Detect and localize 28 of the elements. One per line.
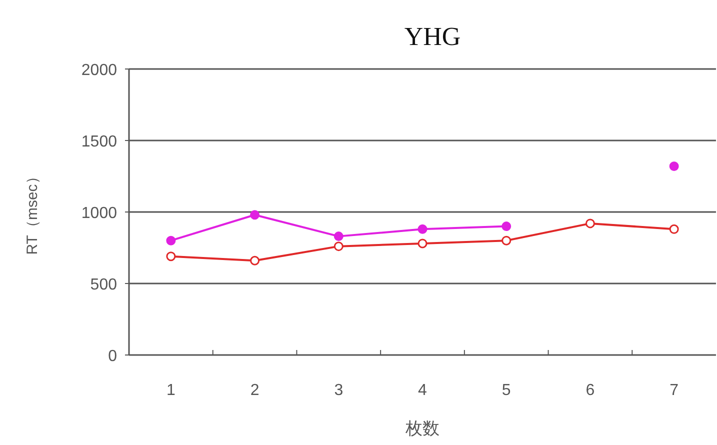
- x-tick-label: 6: [586, 382, 595, 399]
- y-tick-label: 1000: [81, 205, 118, 222]
- x-tick-label: 4: [418, 382, 428, 399]
- x-axis-title: 枚数: [404, 419, 440, 438]
- point: [334, 242, 344, 252]
- x-tick-label: 3: [334, 382, 344, 399]
- y-tick-label: 2000: [81, 62, 118, 79]
- y-axis-title: RT（msec）: [24, 169, 41, 255]
- point: [669, 161, 679, 171]
- y-tick-label: 0: [108, 348, 118, 365]
- point: [166, 236, 176, 246]
- point: [166, 252, 176, 262]
- x-tick-label: 7: [670, 382, 679, 399]
- point: [585, 218, 595, 228]
- point: [250, 256, 260, 266]
- chart-title: YHG: [404, 22, 461, 51]
- point: [669, 224, 679, 234]
- y-tick-label: 500: [90, 276, 118, 294]
- x-tick-label: 2: [250, 382, 260, 399]
- point: [502, 222, 512, 232]
- y-tick-label: 1500: [81, 134, 118, 150]
- point: [418, 224, 428, 234]
- x-tick-label: 5: [502, 382, 511, 399]
- point: [418, 238, 428, 248]
- point: [250, 210, 260, 220]
- x-tick-label: 1: [166, 382, 176, 399]
- point: [334, 232, 344, 242]
- point: [502, 236, 512, 246]
